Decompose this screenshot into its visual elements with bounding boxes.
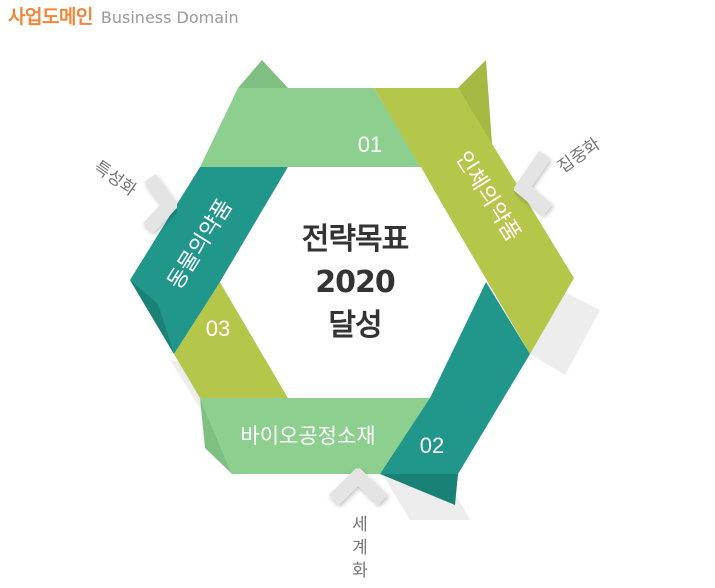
strategic-goal-line-1: 전략목표: [301, 222, 409, 257]
left-segment: [130, 167, 288, 354]
top-segment-fold: [238, 60, 288, 88]
lower-right-segment-fold: [380, 474, 458, 505]
segment-number-01: 01: [358, 132, 382, 157]
arrow-label-concentration: 집중화: [554, 134, 604, 178]
strategic-goal-line-2: 2020: [315, 265, 396, 300]
center-hexagon: [220, 167, 486, 398]
arrow-label-specialization: 특성화: [90, 157, 140, 201]
left-segment-fold: [130, 280, 174, 354]
right-segment: [374, 88, 574, 354]
bottom-chevron-icon: [329, 466, 388, 506]
arrow-label-globalization-2: 계: [352, 538, 368, 558]
lower-right-segment: [380, 282, 530, 474]
strategic-goal-line-3: 달성: [328, 308, 382, 343]
bottom-segment: [200, 398, 430, 474]
strategic-goal: 전략목표 2020 달성: [255, 218, 455, 347]
lower-left-segment-fold: [200, 398, 232, 474]
lower-left-segment: [174, 282, 288, 398]
arrow-label-globalization-3: 화: [352, 561, 368, 581]
left-chevron-icon: [142, 173, 180, 233]
header-title-english: Business Domain: [100, 8, 239, 27]
top-segment: [200, 88, 421, 167]
segment-number-03: 03: [206, 316, 230, 341]
page-header: 사업도메인 Business Domain: [8, 2, 239, 30]
segment-number-02: 02: [420, 433, 444, 458]
segment-label-bioprocess-materials: 바이오공정소재: [240, 424, 375, 448]
header-title-korean: 사업도메인: [8, 6, 93, 28]
right-segment-fold: [458, 60, 492, 144]
right-chevron-icon: [512, 150, 553, 216]
arrow-label-globalization-1: 세: [352, 515, 368, 535]
